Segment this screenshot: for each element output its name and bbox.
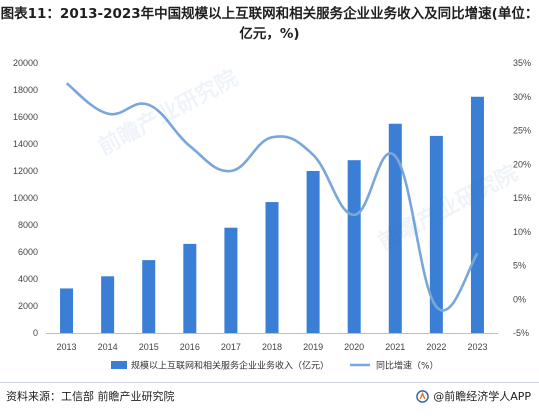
legend-bar-swatch xyxy=(111,361,127,369)
x-tick-label: 2019 xyxy=(303,342,323,352)
bar xyxy=(347,160,361,333)
footer-divider xyxy=(0,382,539,383)
growth-line xyxy=(65,82,479,312)
legend-line-label: 同比增速（%） xyxy=(376,360,439,372)
right-tick-label: -5% xyxy=(513,328,529,338)
bar xyxy=(60,288,74,333)
right-tick-label: 5% xyxy=(513,261,526,271)
x-tick-label: 2015 xyxy=(139,342,159,352)
left-tick-label: 18000 xyxy=(13,85,38,95)
bar xyxy=(142,260,156,333)
chart-title: 图表11：2013-2023年中国规模以上互联网和相关服务企业业务收入及同比增速… xyxy=(0,6,539,42)
right-tick-label: 10% xyxy=(513,227,531,237)
source-note: 资料来源：工信部 前瞻产业研究院 xyxy=(6,390,175,403)
x-tick-label: 2017 xyxy=(221,342,241,352)
left-tick-label: 10000 xyxy=(13,193,38,203)
bar xyxy=(183,243,197,333)
right-tick-label: 0% xyxy=(513,294,526,304)
right-tick-label: 20% xyxy=(513,159,531,169)
right-tick-label: 30% xyxy=(513,92,531,102)
x-tick-label: 2021 xyxy=(385,342,405,352)
brand-logo-icon xyxy=(416,389,430,403)
x-tick-label: 2013 xyxy=(57,342,77,352)
left-tick-label: 16000 xyxy=(13,112,38,122)
left-axis: 0 2000 4000 6000 8000 10000 12000 14000 16000 180… xyxy=(13,58,38,338)
bar xyxy=(429,135,443,333)
bar xyxy=(306,171,320,333)
bar xyxy=(470,96,484,333)
x-tick-label: 2022 xyxy=(426,342,446,352)
bar xyxy=(101,276,115,333)
left-tick-label: 20000 xyxy=(13,58,38,68)
x-axis: 2013 2014 2015 2016 2017 2018 2019 2020 2021 2022… xyxy=(57,342,488,352)
x-tick-label: 2014 xyxy=(98,342,118,352)
x-tick-label: 2018 xyxy=(262,342,282,352)
legend-bar-label: 规模以上互联网和相关服务企业业务收入（亿元） xyxy=(131,360,329,372)
right-tick-label: 15% xyxy=(513,193,531,203)
left-tick-label: 14000 xyxy=(13,139,38,149)
x-tick-label: 2016 xyxy=(180,342,200,352)
bar-series xyxy=(60,96,484,333)
bar xyxy=(224,227,238,333)
x-tick-label: 2023 xyxy=(467,342,487,352)
left-tick-label: 6000 xyxy=(18,247,38,257)
right-tick-label: 35% xyxy=(513,58,531,68)
legend: 规模以上互联网和相关服务企业业务收入（亿元） 同比增速（%） xyxy=(111,360,439,372)
bar xyxy=(265,202,279,333)
brand: @前瞻经济学人APP xyxy=(416,388,531,404)
left-tick-label: 2000 xyxy=(18,301,38,311)
left-tick-label: 12000 xyxy=(13,166,38,176)
right-tick-label: 25% xyxy=(513,126,531,136)
left-tick-label: 4000 xyxy=(18,274,38,284)
right-axis: -5% 0% 5% 10% 15% 20% 25% 30% 35% xyxy=(513,58,531,338)
bar xyxy=(388,123,402,333)
left-tick-label: 8000 xyxy=(18,220,38,230)
left-tick-label: 0 xyxy=(33,328,38,338)
x-tick-label: 2020 xyxy=(344,342,364,352)
brand-label: @前瞻经济学人APP xyxy=(433,390,531,403)
